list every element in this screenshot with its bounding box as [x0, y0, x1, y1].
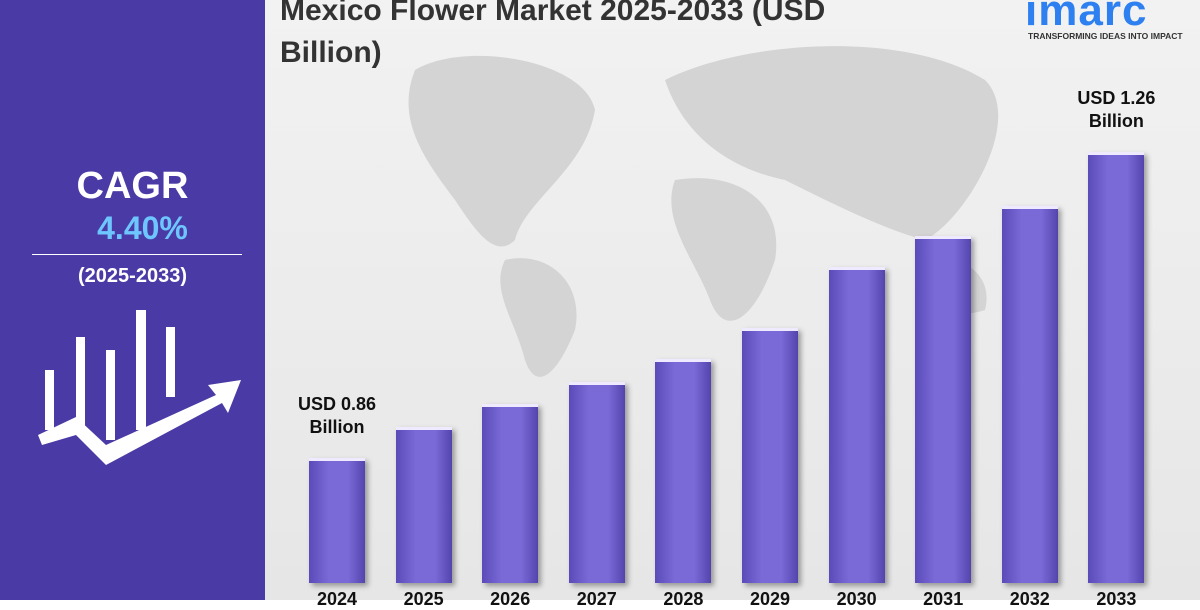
- bar: [828, 266, 885, 583]
- bar: [742, 327, 798, 583]
- bar: [482, 404, 539, 583]
- bar: [1088, 152, 1145, 583]
- divider: [32, 254, 242, 255]
- bar: [395, 427, 452, 583]
- cagr-value: 4.40%: [97, 210, 188, 246]
- logo: imarc: [1025, 0, 1148, 35]
- value-label: USD 0.86 Billion: [297, 394, 377, 437]
- bar: [1001, 205, 1058, 583]
- chart-title: Mexico Flower Market 2025-2033 (USD Bill…: [280, 0, 826, 69]
- bar: [655, 358, 712, 583]
- logo-tagline: TRANSFORMING IDEAS INTO IMPACT: [1028, 31, 1183, 41]
- bar: [568, 381, 625, 583]
- bar: [309, 458, 365, 583]
- cagr-label: CAGR: [76, 165, 189, 207]
- value-label: USD 1.26 Billion: [1077, 88, 1156, 131]
- bar: [915, 236, 972, 583]
- growth-icon: [38, 310, 241, 465]
- cagr-period: (2025-2033): [78, 265, 187, 287]
- cagr-panel: CAGR 4.40% (2025-2033): [0, 0, 265, 600]
